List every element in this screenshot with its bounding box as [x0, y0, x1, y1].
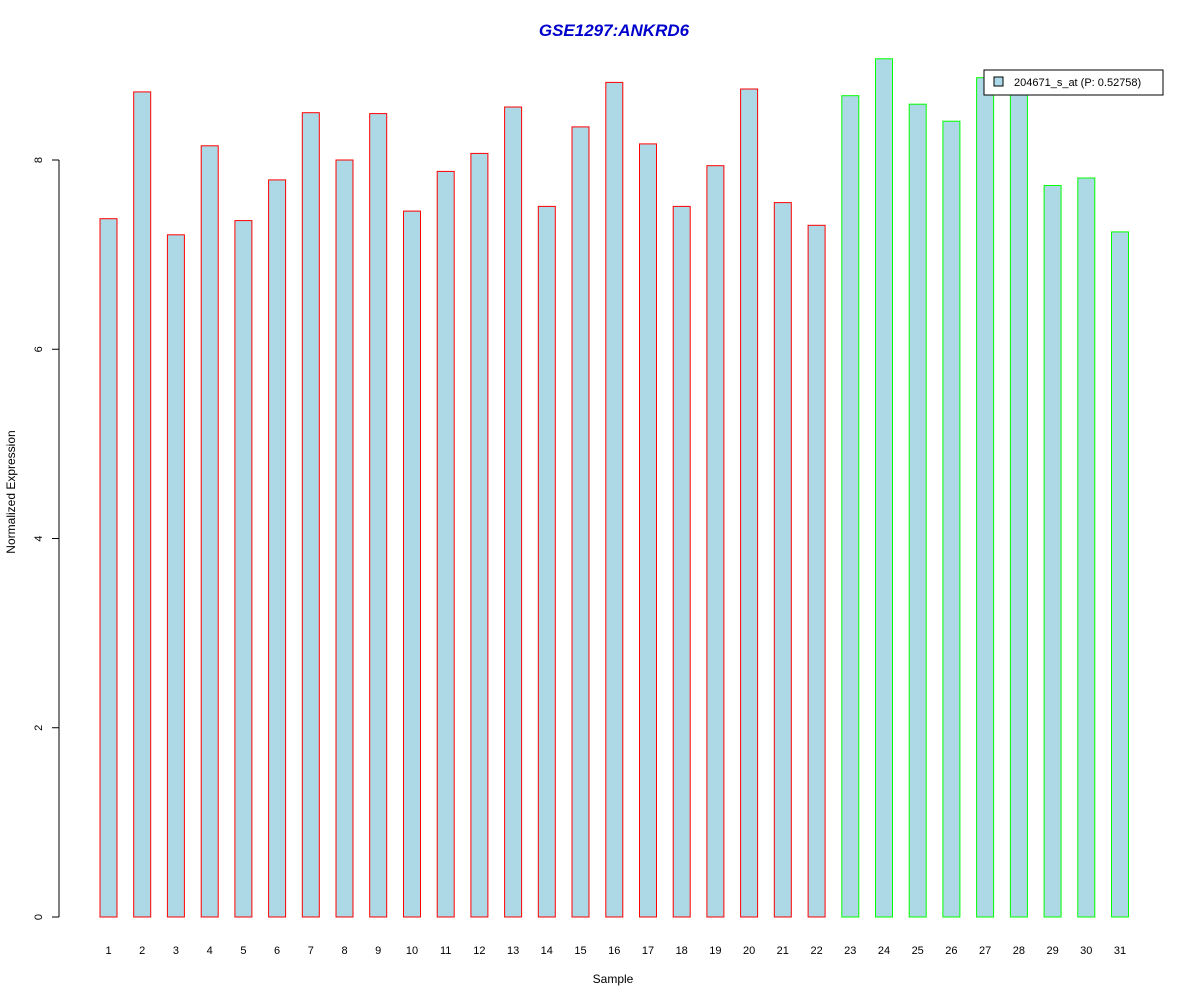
chart-title: GSE1297:ANKRD6	[539, 21, 690, 40]
x-tick-label: 5	[240, 945, 246, 957]
bar-sample-29	[1043, 185, 1062, 918]
x-tick-label: 2	[139, 945, 145, 957]
x-tick-label: 30	[1080, 945, 1092, 957]
bar-sample-27	[976, 77, 995, 918]
x-tick-label: 19	[709, 945, 721, 957]
x-tick-label: 29	[1046, 945, 1058, 957]
x-tick-label: 31	[1114, 945, 1126, 957]
bar-sample-8	[335, 159, 354, 918]
x-tick-labels: 1 2 3 4 5 6 7 8 9 10 11 12 13 14 15 16 17 18 19 20 21 22 23 24 2…	[105, 945, 1126, 957]
y-tick-label: 0	[33, 914, 45, 920]
bar-sample-5	[234, 220, 253, 918]
bar-sample-31	[1111, 231, 1129, 918]
bar-sample-23	[841, 95, 860, 918]
legend: 204671_s_at (P: 0.52758)	[983, 69, 1164, 96]
bars-layer	[99, 58, 1129, 918]
bar-sample-15	[571, 126, 590, 918]
x-tick-label: 17	[642, 945, 654, 957]
legend-box	[983, 69, 1164, 96]
x-tick-label: 4	[207, 945, 213, 957]
y-tick-label: 4	[33, 535, 45, 541]
x-tick-label: 12	[473, 945, 485, 957]
y-tick-label: 8	[33, 157, 45, 163]
x-tick-label: 8	[341, 945, 347, 957]
x-tick-label: 28	[1013, 945, 1025, 957]
legend-entry: 204671_s_at (P: 0.52758)	[1014, 77, 1141, 89]
bar-sample-30	[1077, 177, 1096, 918]
x-tick-label: 11	[440, 945, 451, 957]
x-tick-label: 24	[878, 945, 890, 957]
bar-sample-17	[639, 143, 657, 918]
bar-sample-20	[740, 88, 759, 918]
bar-sample-11	[436, 170, 455, 918]
y-axis-label: Normalized Expression	[4, 430, 18, 553]
x-tick-label: 25	[912, 945, 924, 957]
x-tick-label: 13	[507, 945, 519, 957]
bar-sample-16	[605, 81, 624, 918]
x-tick-label: 3	[173, 945, 179, 957]
x-tick-label: 14	[541, 945, 553, 957]
x-tick-label: 9	[375, 945, 381, 957]
bar-sample-25	[908, 103, 927, 918]
bar-sample-22	[807, 224, 826, 918]
x-tick-label: 20	[743, 945, 755, 957]
bar-sample-3	[166, 234, 185, 918]
x-tick-label: 26	[945, 945, 957, 957]
bar-sample-4	[200, 145, 219, 918]
x-tick-label: 18	[676, 945, 688, 957]
x-tick-label: 10	[406, 945, 418, 957]
bar-sample-13	[504, 106, 523, 918]
bar-sample-9	[369, 113, 388, 918]
x-axis-label: Sample	[593, 972, 634, 986]
bar-sample-26	[942, 120, 961, 918]
y-tick-label: 2	[33, 725, 45, 731]
bar-sample-14	[537, 205, 556, 918]
bar-sample-21	[773, 202, 792, 918]
x-tick-label: 1	[105, 945, 111, 957]
x-tick-label: 6	[274, 945, 280, 957]
y-tick-label: 6	[33, 346, 45, 352]
bar-sample-7	[301, 112, 320, 918]
bar-sample-6	[268, 179, 287, 918]
bar-sample-19	[706, 165, 725, 918]
bar-sample-2	[133, 91, 152, 918]
x-tick-label: 27	[979, 945, 991, 957]
legend-swatch	[993, 76, 1004, 87]
bar-sample-18	[672, 205, 691, 918]
x-tick-label: 22	[810, 945, 822, 957]
bar-sample-24	[875, 58, 893, 918]
x-tick-label: 16	[608, 945, 620, 957]
bar-sample-28	[1009, 90, 1028, 918]
bar-sample-12	[470, 152, 489, 918]
x-tick-label: 15	[574, 945, 586, 957]
x-tick-label: 7	[308, 945, 314, 957]
x-tick-label: 23	[844, 945, 856, 957]
x-tick-label: 21	[777, 945, 789, 957]
bar-sample-1	[99, 218, 118, 918]
y-axis: 0 2 4 6 8	[33, 157, 60, 920]
bar-sample-10	[403, 210, 421, 918]
